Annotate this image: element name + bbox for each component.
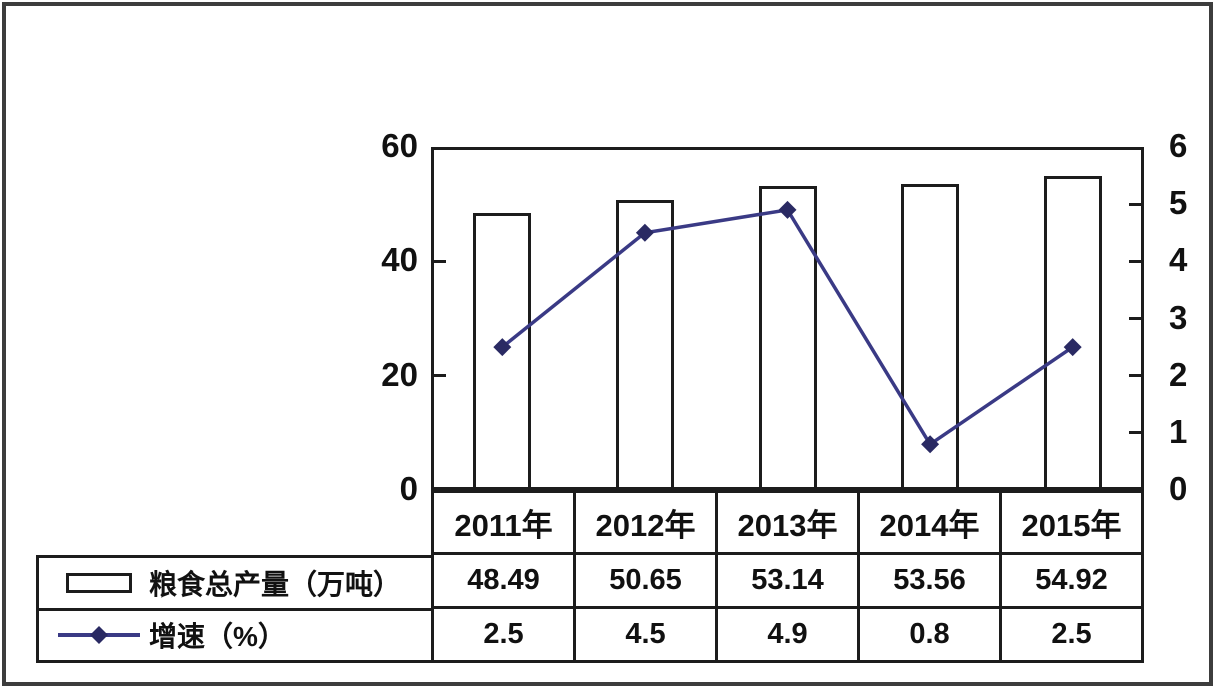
- bar-swatch-rect: [66, 572, 132, 593]
- right-axis-tick-label-6: 6: [1169, 127, 1188, 165]
- value-cell: 48.49: [467, 564, 540, 596]
- left-axis-tick-label-0: 0: [399, 470, 418, 508]
- grain-output-bar-2012年: [615, 200, 674, 487]
- legend-label: 增速（%）: [149, 621, 286, 653]
- right-axis-tick-label-1: 1: [1169, 413, 1188, 451]
- right-axis-tick-mark: [1129, 259, 1141, 263]
- bar-series-swatch-icon: [49, 572, 149, 593]
- right-axis-tick-label-0: 0: [1169, 470, 1188, 508]
- right-axis-tick-mark: [1129, 431, 1141, 435]
- grain-output-bar-2013年: [758, 186, 817, 487]
- legend-table: 粮食总产量（万吨） 增速（%）: [36, 555, 431, 663]
- value-cell: 50.65: [573, 555, 715, 606]
- left-axis-tick-label-40: 40: [381, 241, 418, 279]
- grain-output-bar-2014年: [901, 183, 960, 487]
- year-header-cell: 2011年: [454, 508, 553, 543]
- plot-area: [431, 147, 1144, 490]
- right-axis-tick-label-5: 5: [1169, 184, 1188, 222]
- value-cell: 2.5: [483, 618, 524, 650]
- left-axis-tick-label-60: 60: [381, 127, 418, 165]
- grain-output-bar-2011年: [473, 212, 532, 487]
- table-row: 48.49 50.65 53.14 53.56 54.92: [434, 555, 1141, 609]
- right-axis-tick-label-4: 4: [1169, 241, 1188, 279]
- year-header-cell: 2012年: [573, 493, 715, 552]
- value-cell: 4.5: [573, 609, 715, 660]
- right-axis-tick-mark: [1129, 317, 1141, 320]
- value-cell: 54.92: [999, 555, 1141, 606]
- value-cell: 4.9: [715, 609, 857, 660]
- value-cell: 0.8: [857, 609, 999, 660]
- value-cell: 53.56: [857, 555, 999, 606]
- legend-label: 粮食总产量（万吨）: [149, 568, 402, 600]
- grain-output-bar-2015年: [1043, 176, 1102, 487]
- value-cell: 53.14: [715, 555, 857, 606]
- line-swatch-glyph: [58, 626, 140, 645]
- left-axis-tick-mark: [434, 374, 446, 378]
- year-header-cell: 2014年: [857, 493, 999, 552]
- right-axis-tick-mark: [1129, 374, 1141, 378]
- line-series-swatch-icon: [49, 624, 149, 646]
- left-axis-tick-mark: [434, 259, 446, 263]
- data-values-grid: 48.49 50.65 53.14 53.56 54.92 2.5 4.5 4.9 0.8 2.5: [431, 555, 1144, 663]
- year-header-cell: 2015年: [999, 493, 1141, 552]
- right-axis-tick-mark: [1129, 202, 1141, 206]
- right-axis-tick-label-3: 3: [1169, 298, 1188, 336]
- year-header-cell: 2013年: [715, 493, 857, 552]
- year-header-row: 2011年 2012年 2013年 2014年 2015年: [431, 490, 1144, 555]
- table-row: 2.5 4.5 4.9 0.8 2.5: [434, 609, 1141, 660]
- legend-row: 增速（%）: [39, 611, 431, 661]
- left-axis-tick-label-20: 20: [381, 355, 418, 393]
- right-axis-tick-label-2: 2: [1169, 355, 1188, 393]
- legend-row: 粮食总产量（万吨）: [39, 558, 431, 611]
- value-cell: 2.5: [999, 609, 1141, 660]
- chart-canvas: 60 40 20 0 6 5 4 3 2 1 0 2011年 2012年 2013年 2014年 2015年…: [6, 6, 1209, 682]
